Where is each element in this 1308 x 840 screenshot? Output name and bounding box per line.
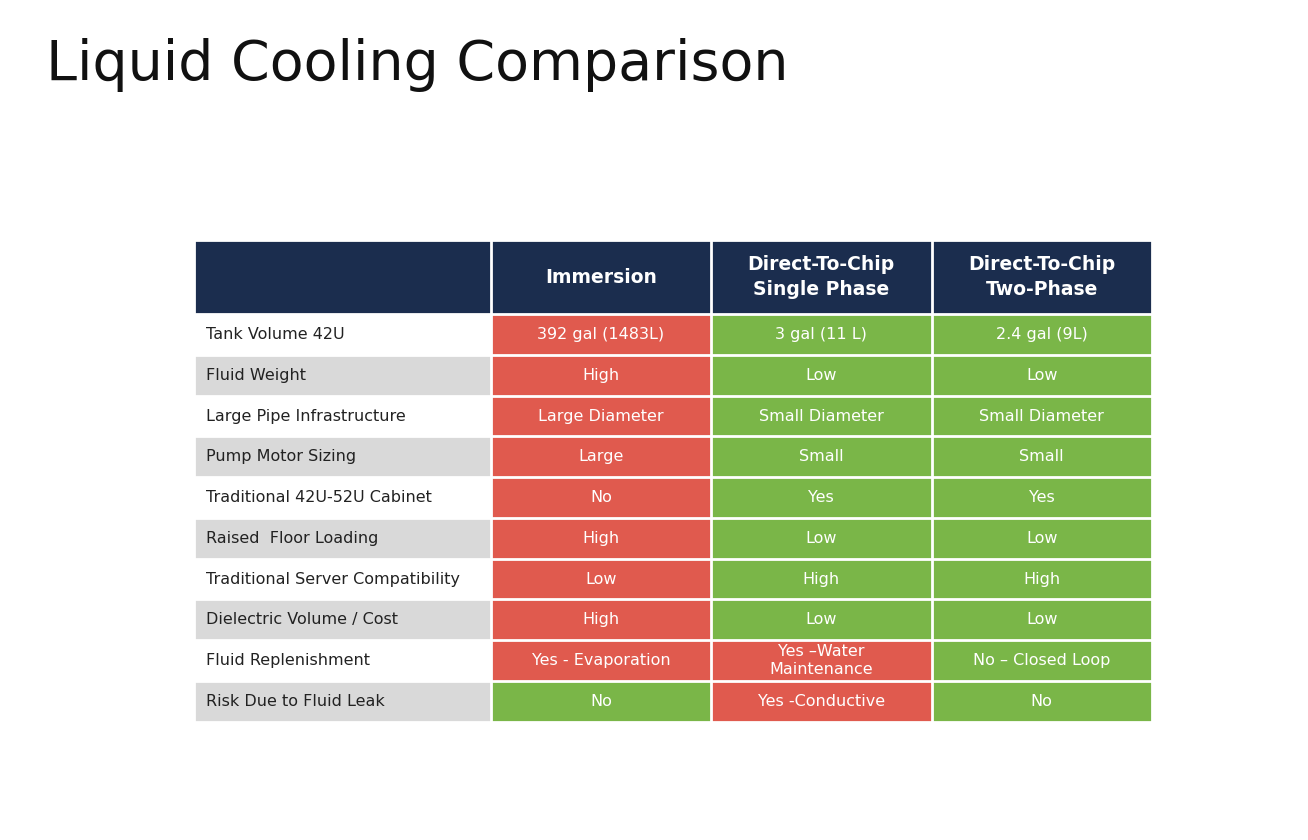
Text: Fluid Replenishment: Fluid Replenishment [207,654,370,668]
Bar [490,314,712,355]
Bar [194,355,490,396]
Text: No: No [590,694,612,709]
Bar [194,240,490,314]
Text: Large: Large [578,449,624,465]
Bar [931,314,1152,355]
Bar [712,640,931,681]
Text: No: No [1031,694,1053,709]
Bar [194,396,490,437]
Text: High: High [582,531,620,546]
Bar [490,240,712,314]
Bar [194,314,490,355]
Bar [931,681,1152,722]
Bar [712,396,931,437]
Bar [194,477,490,518]
Text: Raised  Floor Loading: Raised Floor Loading [207,531,378,546]
Text: Low: Low [1025,531,1057,546]
Bar [931,559,1152,600]
Text: Yes - Evaporation: Yes - Evaporation [532,654,671,668]
Text: 3 gal (11 L): 3 gal (11 L) [776,327,867,342]
Text: Low: Low [585,571,617,586]
Bar [712,437,931,477]
Text: Traditional 42U-52U Cabinet: Traditional 42U-52U Cabinet [207,490,432,505]
Text: No: No [590,490,612,505]
Text: Yes –Water
Maintenance: Yes –Water Maintenance [769,643,874,677]
Bar [194,600,490,640]
Bar [194,518,490,559]
Text: High: High [803,571,840,586]
Text: Low: Low [1025,612,1057,627]
Text: Small Diameter: Small Diameter [980,408,1104,423]
Text: Yes: Yes [808,490,835,505]
Bar [712,355,931,396]
Bar [931,640,1152,681]
Bar [931,240,1152,314]
Bar [194,437,490,477]
Text: Low: Low [806,531,837,546]
Text: Small: Small [799,449,844,465]
Text: Large Pipe Infrastructure: Large Pipe Infrastructure [207,408,405,423]
Bar [931,355,1152,396]
Bar [490,396,712,437]
Text: High: High [582,368,620,383]
Bar [194,559,490,600]
Text: Pump Motor Sizing: Pump Motor Sizing [207,449,356,465]
Text: Tank Volume 42U: Tank Volume 42U [207,327,345,342]
Bar [490,681,712,722]
Text: Yes: Yes [1029,490,1054,505]
Bar [712,477,931,518]
Bar [931,477,1152,518]
Text: Direct-To-Chip
Single Phase: Direct-To-Chip Single Phase [748,255,895,299]
Text: No – Closed Loop: No – Closed Loop [973,654,1110,668]
Bar [931,437,1152,477]
Bar [490,437,712,477]
Bar [490,559,712,600]
Text: Dielectric Volume / Cost: Dielectric Volume / Cost [207,612,398,627]
Bar [931,600,1152,640]
Bar [490,477,712,518]
Bar [490,518,712,559]
Text: Low: Low [806,368,837,383]
Text: Large Diameter: Large Diameter [538,408,664,423]
Text: High: High [1023,571,1061,586]
Text: Yes -Conductive: Yes -Conductive [757,694,886,709]
Bar [194,681,490,722]
Text: Traditional Server Compatibility: Traditional Server Compatibility [207,571,460,586]
Bar [931,518,1152,559]
Bar [490,600,712,640]
Text: Fluid Weight: Fluid Weight [207,368,306,383]
Text: High: High [582,612,620,627]
Text: Small Diameter: Small Diameter [759,408,884,423]
Bar [490,640,712,681]
Text: Small: Small [1019,449,1063,465]
Bar [490,355,712,396]
Bar [712,518,931,559]
Bar [712,559,931,600]
Text: Direct-To-Chip
Two-Phase: Direct-To-Chip Two-Phase [968,255,1116,299]
Bar [712,314,931,355]
Bar [712,681,931,722]
Text: Low: Low [1025,368,1057,383]
Bar [712,600,931,640]
Bar [194,640,490,681]
Text: 2.4 gal (9L): 2.4 gal (9L) [995,327,1087,342]
Text: Low: Low [806,612,837,627]
Text: Liquid Cooling Comparison: Liquid Cooling Comparison [46,38,789,92]
Text: Risk Due to Fluid Leak: Risk Due to Fluid Leak [207,694,385,709]
Text: 392 gal (1483L): 392 gal (1483L) [538,327,664,342]
Text: Immersion: Immersion [545,268,657,286]
Bar [931,396,1152,437]
Bar [712,240,931,314]
